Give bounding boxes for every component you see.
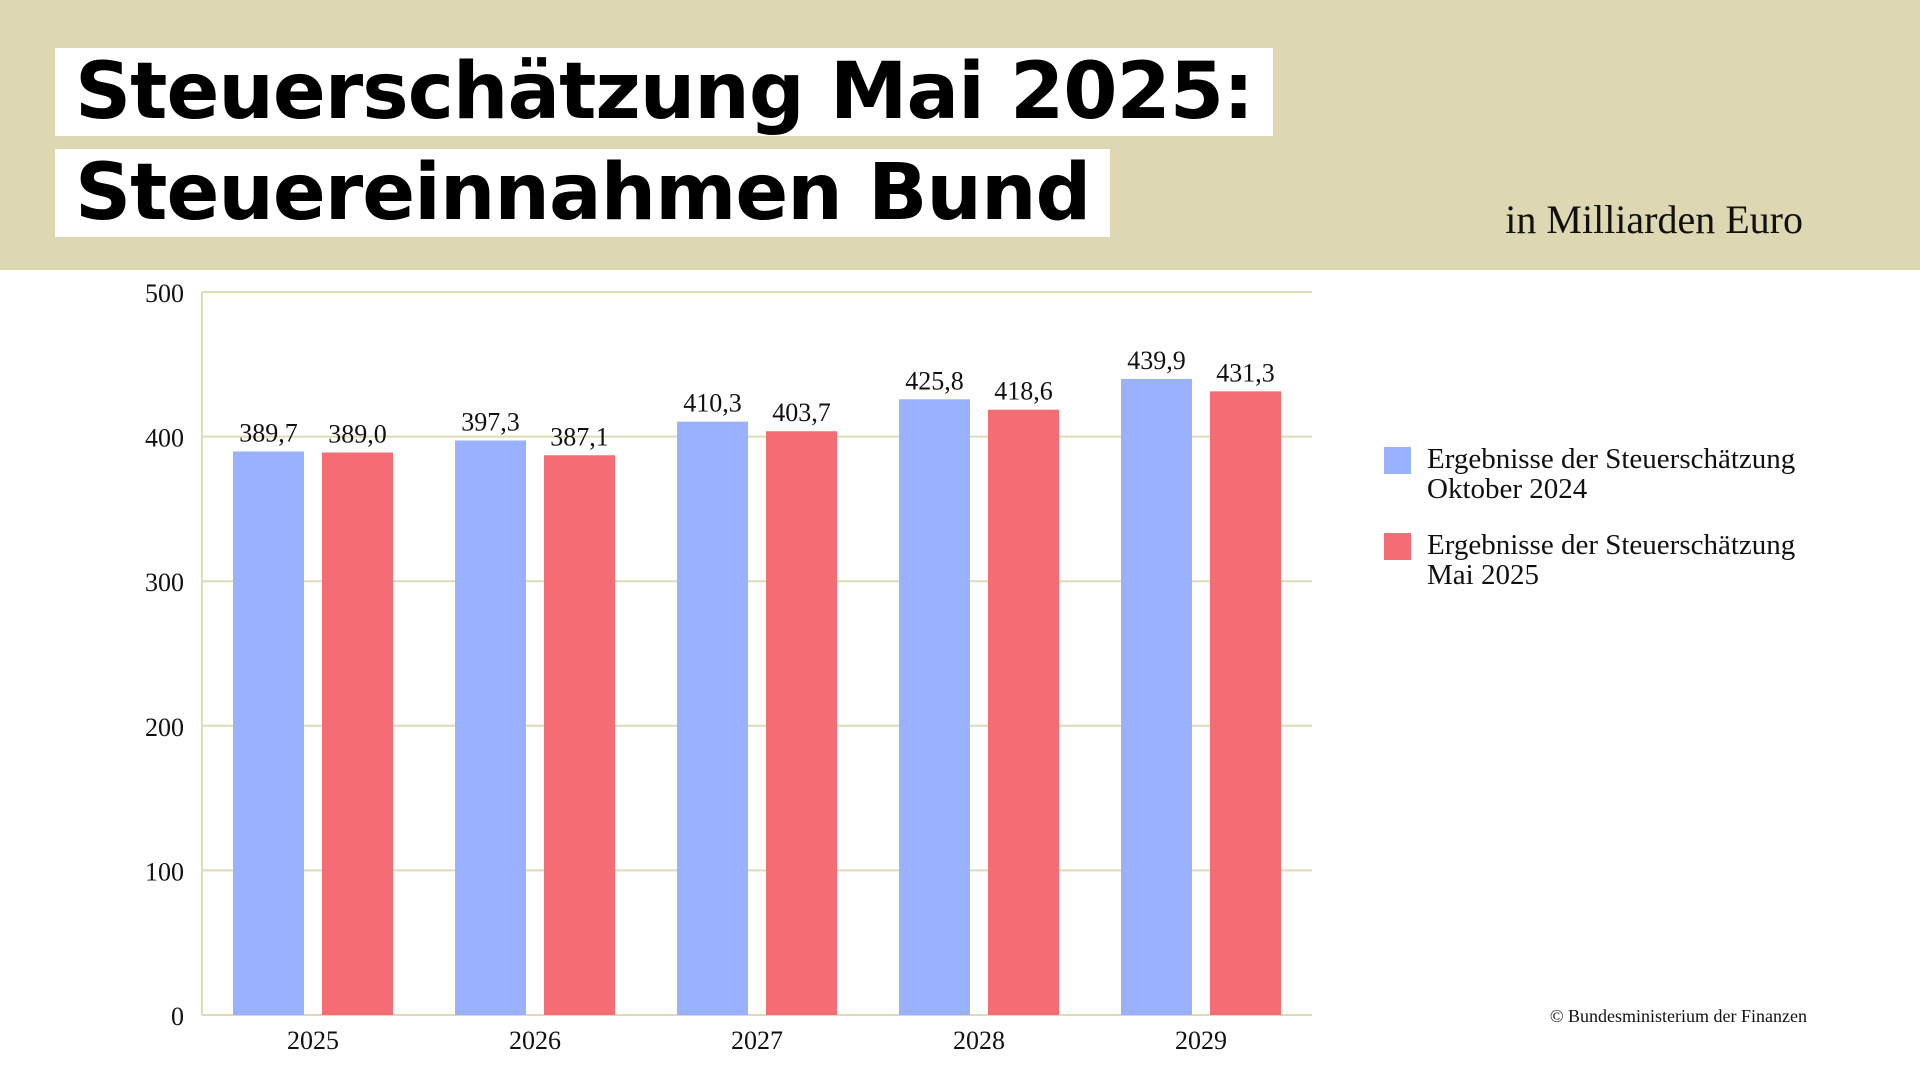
data-label-mai-2025-2026: 387,1 <box>550 422 609 451</box>
y-tick-label-0: 0 <box>171 1002 184 1031</box>
legend-swatch-mai-2025 <box>1384 533 1411 560</box>
chart-title-line-2: Steuereinnahmen Bund <box>55 149 1111 237</box>
data-label-mai-2025-2027: 403,7 <box>772 398 831 427</box>
bar-mai-2025-2025 <box>322 452 393 1016</box>
y-tick-label-400: 400 <box>145 424 184 453</box>
bar-mai-2025-2028 <box>988 409 1059 1015</box>
y-tick-label-300: 300 <box>145 568 184 597</box>
bar-oktober-2024-2025 <box>233 451 304 1016</box>
bar-mai-2025-2027 <box>766 431 837 1016</box>
legend-swatch-oktober-2024 <box>1384 447 1411 474</box>
data-label-mai-2025-2025: 389,0 <box>328 420 387 449</box>
legend-label-oktober-2024-line-1: Ergebnisse der Steuerschätzung <box>1427 443 1796 475</box>
legend-item-mai-2025: Ergebnisse der Steuerschätzung Mai 2025 <box>1384 530 1864 590</box>
x-tick-label-2027: 2027 <box>731 1026 783 1055</box>
legend-label-oktober-2024-line-2: Oktober 2024 <box>1427 473 1588 505</box>
legend-label-mai-2025-line-2: Mai 2025 <box>1427 559 1539 591</box>
bar-oktober-2024-2029 <box>1121 378 1192 1015</box>
header-band: Steuerschätzung Mai 2025: Steuereinnahme… <box>0 0 1920 270</box>
y-tick-label-200: 200 <box>145 713 184 742</box>
data-label-oktober-2024-2029: 439,9 <box>1127 346 1186 375</box>
x-tick-label-2026: 2026 <box>509 1026 561 1055</box>
data-label-mai-2025-2029: 431,3 <box>1216 358 1275 387</box>
data-label-mai-2025-2028: 418,6 <box>994 377 1053 406</box>
bar-mai-2025-2026 <box>544 455 615 1015</box>
copyright-notice: © Bundesministerium der Finanzen <box>1549 1006 1807 1026</box>
data-label-oktober-2024-2025: 389,7 <box>239 418 298 447</box>
x-tick-label-2028: 2028 <box>953 1026 1005 1055</box>
y-tick-label-500: 500 <box>145 279 184 308</box>
bar-mai-2025-2029 <box>1210 391 1281 1015</box>
legend-label-mai-2025-line-1: Ergebnisse der Steuerschätzung <box>1427 529 1796 561</box>
data-label-oktober-2024-2028: 425,8 <box>905 366 964 395</box>
chart-title-line-1: Steuerschätzung Mai 2025: <box>55 48 1274 136</box>
bar-oktober-2024-2027 <box>677 421 748 1016</box>
x-tick-label-2029: 2029 <box>1175 1026 1227 1055</box>
bar-oktober-2024-2026 <box>455 440 526 1015</box>
legend: Ergebnisse der Steuerschätzung Oktober 2… <box>1384 444 1864 616</box>
bar-oktober-2024-2028 <box>899 399 970 1015</box>
data-label-oktober-2024-2027: 410,3 <box>683 389 742 418</box>
x-tick-label-2025: 2025 <box>287 1026 339 1055</box>
y-tick-label-100: 100 <box>145 857 184 886</box>
legend-item-oktober-2024: Ergebnisse der Steuerschätzung Oktober 2… <box>1384 444 1864 504</box>
data-label-oktober-2024-2026: 397,3 <box>461 408 520 437</box>
unit-label: in Milliarden Euro <box>1505 197 1803 242</box>
